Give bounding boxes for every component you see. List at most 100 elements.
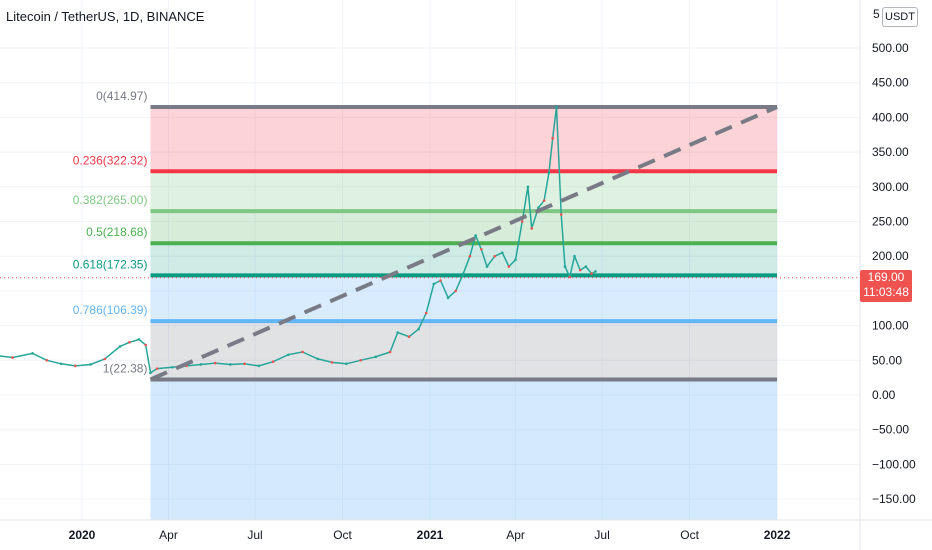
price-point	[559, 213, 563, 216]
fib-zone	[150, 171, 778, 212]
last-price-badge: 169.00 11:03:48	[860, 270, 912, 302]
price-point	[301, 350, 304, 354]
time-tick-label: Jul	[247, 528, 262, 542]
fib-level-label: 0(414.97)	[96, 89, 147, 103]
price-tick-label: 350.00	[872, 145, 909, 159]
fib-level-label: 0.786(106.39)	[73, 303, 148, 317]
price-point	[271, 360, 275, 363]
price-point	[573, 254, 576, 258]
price-point	[594, 270, 597, 273]
price-point	[507, 265, 511, 268]
price-tick-label: −150.00	[872, 492, 916, 506]
price-point	[144, 343, 148, 347]
price-point	[31, 352, 34, 355]
price-point	[485, 265, 489, 268]
price-point	[388, 350, 392, 354]
price-point	[213, 361, 217, 365]
price-point	[432, 282, 436, 286]
price-tick-label: 100.00	[872, 319, 909, 333]
price-point	[229, 363, 232, 366]
price-point	[103, 357, 107, 361]
time-axis: 2020 Apr Jul Oct 2021 Apr Jul Oct 2022	[69, 528, 791, 542]
price-point	[424, 311, 428, 315]
price-tick-label: 300.00	[872, 180, 909, 194]
price-point	[407, 335, 411, 339]
price-point	[345, 362, 348, 366]
grid-lines	[0, 0, 860, 520]
last-price-value: 169.00	[867, 270, 905, 284]
fib-zone	[150, 107, 778, 172]
currency-selector[interactable]: USDT	[882, 7, 918, 27]
price-tick-label: −100.00	[872, 457, 916, 471]
price-point	[547, 171, 551, 175]
time-tick-label: Jul	[594, 528, 609, 542]
price-point	[287, 353, 290, 357]
price-point	[257, 364, 261, 368]
time-tick-label: 2020	[69, 528, 96, 542]
price-point	[199, 363, 203, 366]
price-point	[537, 206, 540, 209]
price-point	[446, 296, 450, 300]
last-price-countdown: 11:03:48	[863, 285, 909, 299]
time-tick-label: Apr	[159, 528, 178, 542]
price-point	[500, 251, 504, 255]
price-point	[137, 338, 141, 341]
price-tick-label: −50.00	[872, 423, 909, 437]
time-tick-label: 2021	[417, 528, 444, 542]
price-point	[74, 364, 77, 368]
fib-level-label: 0.236(322.32)	[73, 153, 148, 167]
price-point	[454, 289, 457, 293]
fib-level-label: 1(22.38)	[103, 361, 148, 375]
price-point	[520, 220, 524, 223]
fib-zone	[150, 275, 778, 322]
price-point	[563, 265, 567, 268]
fib-level-label: 0.5(218.68)	[86, 225, 147, 239]
price-point	[59, 362, 63, 366]
fib-zone	[150, 243, 778, 276]
fib-level-label: 0.382(265.00)	[73, 193, 148, 207]
price-point	[493, 254, 496, 258]
price-point	[316, 357, 320, 361]
price-point	[89, 363, 92, 366]
fib-zone	[150, 321, 778, 380]
price-points	[11, 105, 597, 375]
price-point	[480, 247, 483, 251]
price-tick-label: 500.00	[872, 41, 909, 55]
fib-extension-zone	[150, 379, 778, 520]
price-tick-label: 200.00	[872, 249, 909, 263]
axis-partial-label: 5	[873, 7, 880, 21]
chart-title: Litecoin / TetherUS, 1D, BINANCE	[6, 9, 205, 24]
price-point	[118, 345, 122, 348]
time-tick-label: Oct	[333, 528, 352, 542]
price-point	[128, 340, 131, 344]
price-point	[551, 136, 554, 140]
fib-levels: 0(414.97) 0.236(322.32) 0.382(265.00) 0.5(2…	[73, 89, 778, 382]
price-point	[514, 258, 517, 261]
time-tick-label: Apr	[506, 528, 525, 542]
price-tick-label: 400.00	[872, 110, 909, 124]
price-point	[155, 367, 159, 370]
price-point	[578, 268, 582, 272]
time-tick-label: Oct	[680, 528, 699, 542]
price-point	[468, 254, 472, 258]
price-point	[417, 327, 420, 331]
price-point	[330, 361, 334, 364]
fib-zone	[150, 211, 778, 244]
price-point	[542, 199, 546, 202]
fib-zones	[150, 107, 778, 520]
price-point	[461, 272, 465, 275]
price-point	[45, 359, 49, 362]
price-tick-label: 50.00	[872, 353, 902, 367]
price-point	[374, 355, 378, 359]
price-point	[474, 234, 477, 237]
price-point	[359, 359, 362, 362]
price-point	[11, 356, 14, 359]
price-point	[243, 362, 246, 366]
price-point	[171, 365, 174, 369]
trend-line	[149, 105, 778, 382]
price-point	[396, 331, 399, 334]
price-point	[555, 105, 558, 109]
price-point	[439, 279, 442, 282]
